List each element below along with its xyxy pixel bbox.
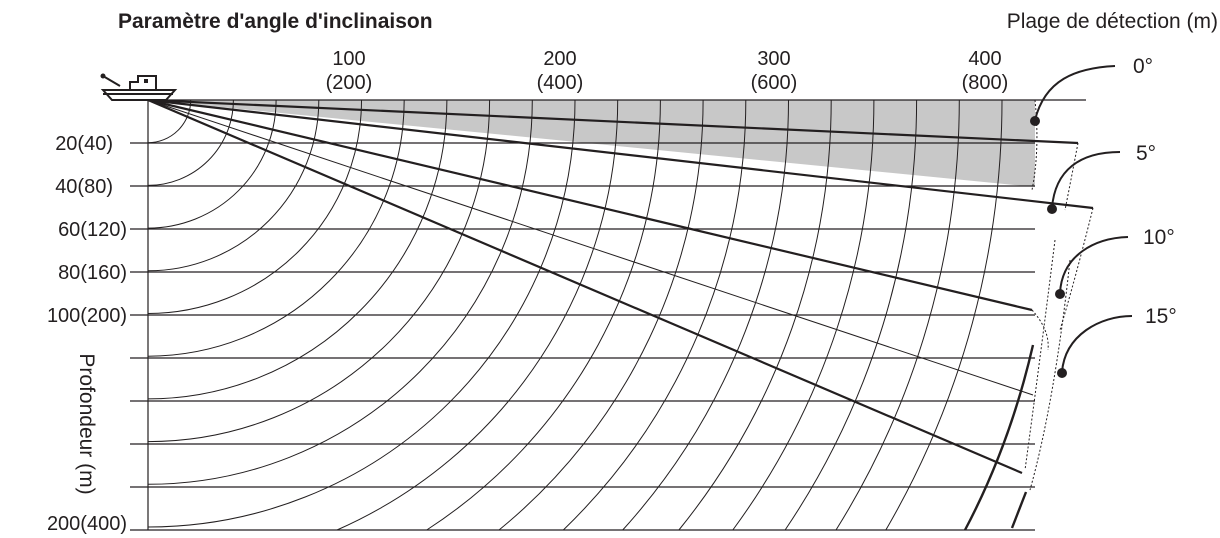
detection-boundary-arc (963, 344, 1035, 531)
extension-dotted (1059, 207, 1094, 331)
ship-icon (100, 73, 178, 101)
tilt-label-10deg: 10° (1143, 226, 1175, 249)
range-arc (147, 99, 491, 443)
range-arc (678, 99, 832, 531)
range-arc (732, 99, 875, 531)
range-axis-title: Plage de détection (m) (1007, 10, 1218, 33)
callout-leader-15deg (1061, 315, 1133, 373)
beam-0deg-line (147, 98, 1079, 145)
range-arc (498, 99, 704, 531)
beam-thin-line (147, 99, 1034, 396)
extension-dotted (1031, 99, 1038, 191)
diagram-title: Paramètre d'angle d'inclinaison (118, 10, 433, 33)
depth-tick-60: 60(120) (58, 219, 127, 241)
angle-callouts (1034, 65, 1133, 373)
range-tick-200: 200 (543, 48, 576, 70)
callout-leader-0deg (1034, 65, 1116, 121)
beam-15deg-line (147, 98, 1023, 475)
extension-dotted (1064, 142, 1079, 211)
range-arcs (147, 99, 1003, 531)
callout-dots (1030, 116, 1067, 378)
detection-boundary-segment (1010, 491, 1028, 529)
callout-leader-5deg (1051, 151, 1121, 209)
range-extensions (1024, 99, 1094, 491)
extension-dotted (1031, 309, 1049, 351)
beam-5deg-line (147, 98, 1094, 210)
depth-tick-labels: 20(40) 40(80) 60(120) 80(160) 100(200) 2… (47, 133, 127, 535)
range-arc (147, 99, 448, 400)
range-arc (147, 99, 576, 528)
tilt-label-5deg: 5° (1136, 142, 1156, 165)
beam-lines (147, 98, 1094, 475)
extension-dotted (1024, 239, 1056, 471)
range-arc (147, 99, 320, 272)
callout-dot (1055, 289, 1065, 299)
depth-axis-title: Profondeur (m) (75, 353, 98, 494)
range-tick-400-alt: (800) (962, 72, 1009, 94)
range-tick-200-alt: (400) (537, 72, 584, 94)
tilt-label-15deg: 15° (1145, 305, 1177, 328)
range-tick-400: 400 (968, 48, 1001, 70)
range-tick-300-alt: (600) (751, 72, 798, 94)
range-arc (562, 99, 747, 531)
tilt-angle-labels: 0° 5° 10° 15° (1133, 55, 1177, 328)
range-arc (336, 99, 619, 531)
depth-tick-80: 80(160) (58, 262, 127, 284)
depth-tick-40: 40(80) (55, 176, 113, 198)
depth-tick-200: 200(400) (47, 513, 127, 535)
callout-leader-10deg (1059, 236, 1129, 294)
range-arc (147, 99, 234, 186)
tilt-label-0deg: 0° (1133, 55, 1153, 78)
range-arc (835, 99, 960, 531)
range-arc (147, 99, 192, 144)
range-tick-labels: 100 (200) 200 (400) 300 (600) 400 (800) (326, 48, 1009, 94)
beam-10deg-line (147, 98, 1033, 312)
range-arc (622, 99, 789, 531)
range-arc (784, 99, 918, 531)
range-arc (147, 99, 405, 357)
depth-tick-20: 20(40) (55, 133, 113, 155)
range-tick-100: 100 (332, 48, 365, 70)
range-arc (147, 99, 533, 485)
range-arc (147, 99, 277, 229)
range-arc (147, 99, 362, 314)
depth-tick-100: 100(200) (47, 305, 127, 327)
range-tick-100-alt: (200) (326, 72, 373, 94)
callout-dot (1030, 116, 1040, 126)
range-tick-300: 300 (757, 48, 790, 70)
depth-grid (130, 99, 1086, 531)
extension-dotted (1029, 259, 1071, 491)
range-arc (426, 99, 661, 531)
range-arc (885, 99, 1003, 531)
callout-dot (1047, 204, 1057, 214)
callout-dot (1057, 368, 1067, 378)
